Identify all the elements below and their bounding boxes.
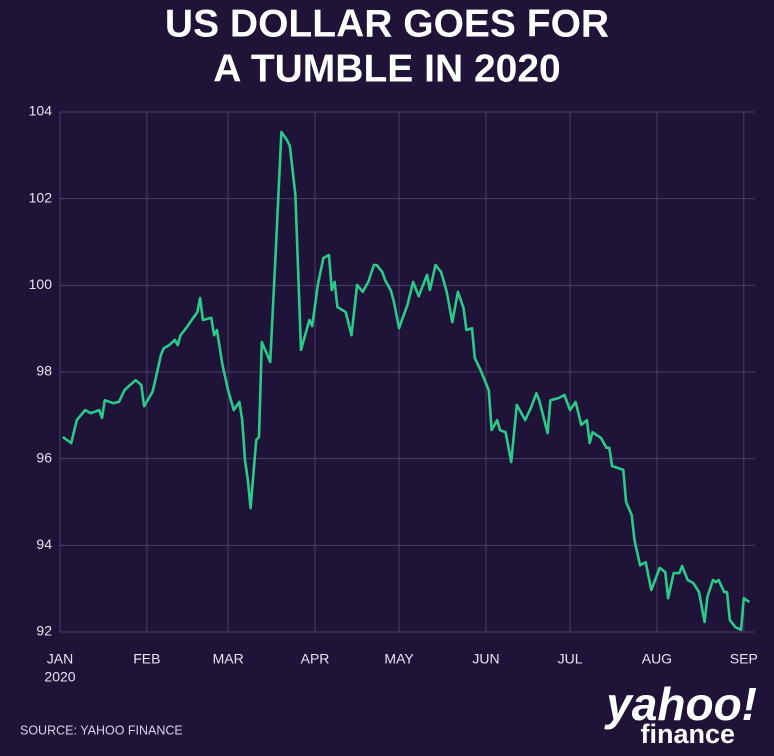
chart-title: A TUMBLE IN 2020 — [213, 47, 560, 90]
source: SOURCE: YAHOO FINANCE — [20, 723, 183, 737]
line — [62, 130, 751, 632]
logo-brand: yahoo! — [604, 678, 757, 730]
x-tick-label: FEB — [133, 651, 160, 667]
x-tick-label: JUN — [472, 651, 499, 667]
y-tick-label: 94 — [36, 536, 52, 552]
x-tick-label: SEP — [730, 651, 758, 667]
x-tick-label: JAN — [47, 651, 73, 667]
y-tick-label: 98 — [36, 363, 52, 379]
chart-title: US DOLLAR GOES FOR — [165, 2, 609, 45]
x-tick-label: MAY — [384, 651, 414, 667]
y-tick-label: 92 — [36, 623, 52, 639]
x-tick-label: APR — [301, 651, 330, 667]
y-tick-label: 96 — [36, 449, 52, 465]
y-tick-label: 102 — [29, 189, 53, 205]
x-sublabel: 2020 — [44, 669, 75, 685]
x-tick-label: JUL — [558, 651, 583, 667]
x-tick-label: AUG — [642, 651, 672, 667]
logo-product: finance — [640, 719, 735, 749]
x-tick-label: MAR — [213, 651, 244, 667]
y-tick-label: 100 — [29, 276, 53, 292]
y-tick-label: 104 — [29, 103, 53, 119]
